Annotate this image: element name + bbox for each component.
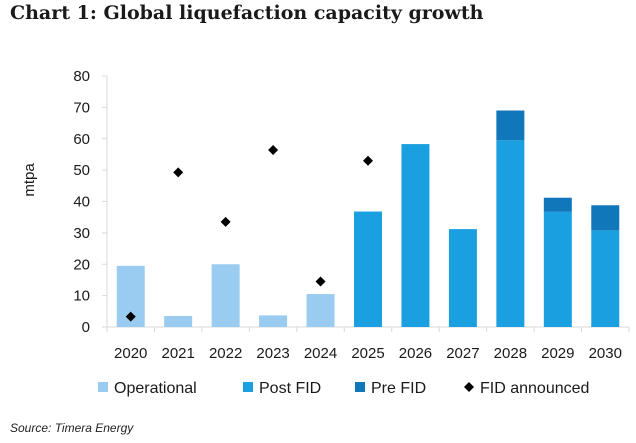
bar-post-fid [496,140,525,327]
x-tick-label: 2028 [494,345,527,362]
bar-pre-fid [496,110,525,141]
y-tick-label: 40 [73,194,90,211]
bar-operational [211,264,240,327]
chart-title: Chart 1: Global liquefaction capacity gr… [10,2,484,24]
x-tick-label: 2025 [351,345,384,362]
bar-post-fid [354,211,382,327]
x-axis-ticks: 2020 2021 2022 2023 2024 2025 2026 2027 2028 2029… [106,327,630,362]
legend-swatch [98,382,108,392]
x-tick-label: 2024 [304,345,337,362]
bar-post-fid [448,229,477,327]
legend-swatch [464,382,474,392]
fid-markers [125,145,373,322]
fid-announced-marker [173,167,184,178]
legend-label: Post FID [259,380,321,397]
legend-swatch [355,382,365,392]
y-axis-label: mtpa [21,163,38,197]
x-tick-label: 2023 [256,345,289,362]
y-tick-label: 70 [73,99,90,116]
bar-operational [306,294,335,327]
x-tick-label: 2022 [209,345,242,362]
y-tick-label: 80 [73,68,90,85]
bar-post-fid [401,144,430,327]
source-note: Source: Timera Energy [10,421,134,435]
legend: Operational Post FID Pre FID FID announced [98,380,589,397]
bar-operational [164,316,193,327]
y-tick-label: 60 [73,131,90,148]
fid-announced-marker [315,276,326,287]
y-axis-ticks: 0 10 20 30 40 50 60 70 80 [73,68,107,336]
y-tick-label: 30 [73,225,90,242]
bar-pre-fid [543,197,572,212]
fid-announced-marker [125,311,136,322]
bar-post-fid [543,211,572,327]
fid-announced-marker [220,216,231,227]
y-tick-label: 50 [73,162,90,179]
legend-label: Pre FID [371,380,426,397]
legend-label: Operational [114,380,197,397]
x-tick-label: 2020 [114,345,147,362]
legend-label: FID announced [480,380,589,397]
legend-swatch [243,382,253,392]
x-tick-label: 2021 [161,345,194,362]
fid-announced-marker [268,145,279,156]
y-tick-label: 20 [73,256,90,273]
fid-announced-marker [363,155,373,166]
bar-pre-fid [591,205,620,231]
x-tick-label: 2030 [589,345,622,362]
x-tick-label: 2027 [446,345,479,362]
bars [116,110,620,327]
x-tick-label: 2029 [541,345,574,362]
bar-post-fid [591,230,620,327]
y-tick-label: 10 [73,288,90,305]
bar-operational [259,315,288,327]
x-tick-label: 2026 [399,345,432,362]
y-tick-label: 0 [82,319,90,336]
